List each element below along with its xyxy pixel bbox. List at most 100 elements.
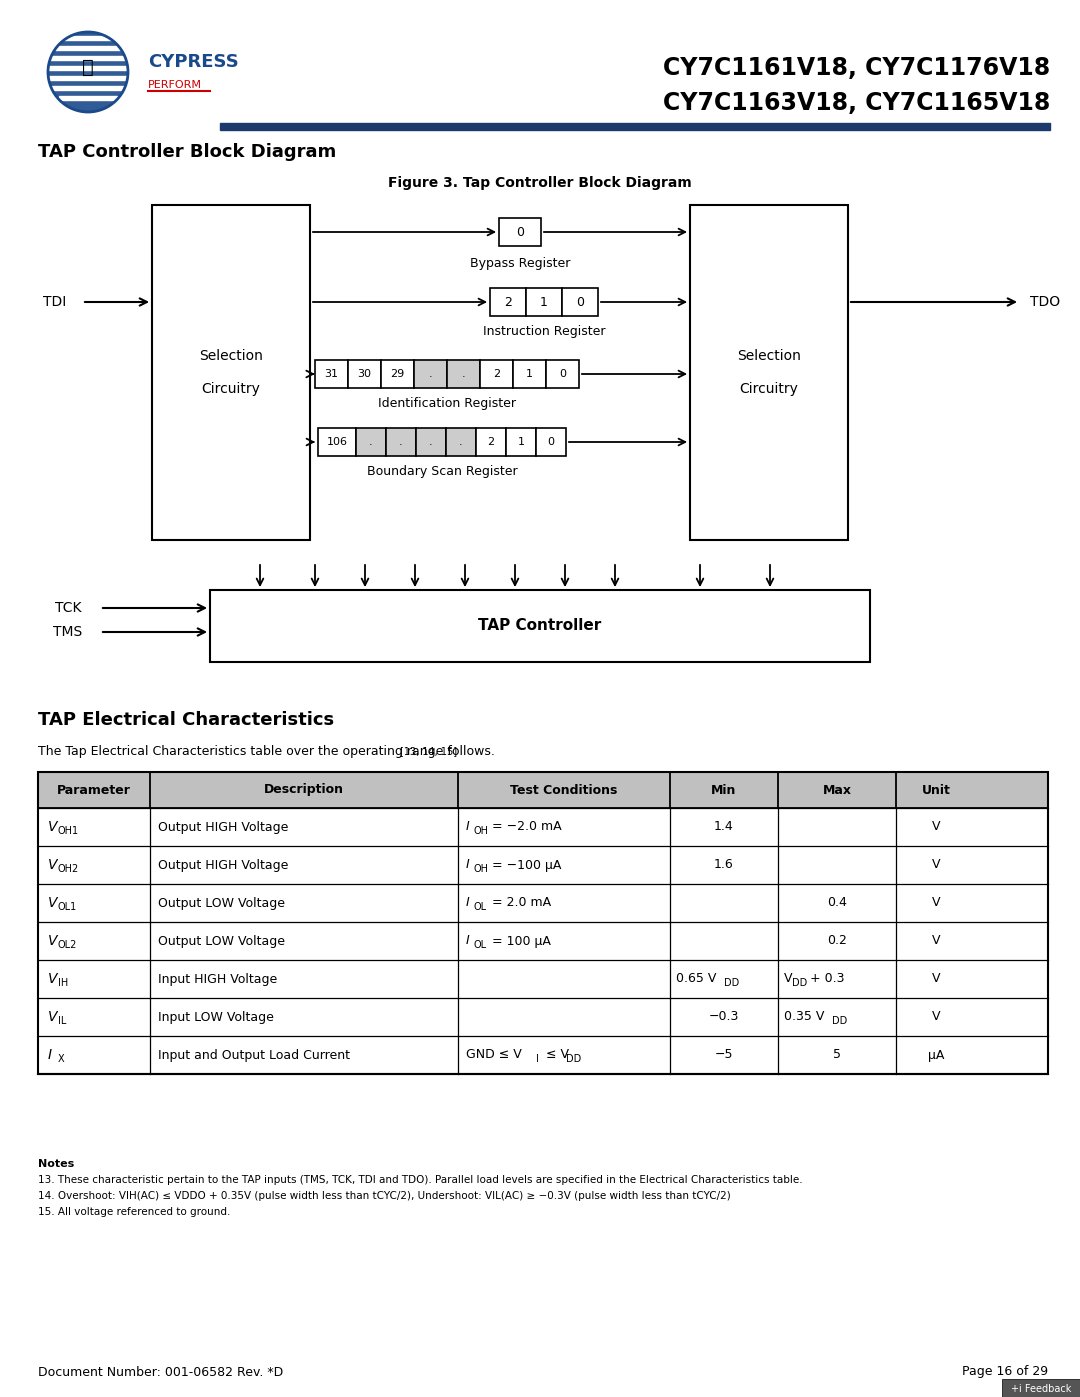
- Bar: [50, 56, 126, 60]
- Text: TAP Electrical Characteristics: TAP Electrical Characteristics: [38, 711, 334, 729]
- Text: 31: 31: [324, 369, 338, 379]
- Bar: [386, 427, 416, 455]
- Bar: [526, 288, 562, 316]
- Bar: [64, 36, 112, 41]
- Text: Selection: Selection: [199, 349, 262, 363]
- Text: CY7C1161V18, CY7C1176V18: CY7C1161V18, CY7C1176V18: [663, 56, 1050, 80]
- Text: Max: Max: [823, 784, 851, 796]
- Text: OL: OL: [474, 940, 487, 950]
- Text: .: .: [459, 437, 463, 447]
- Circle shape: [48, 32, 129, 112]
- Text: .: .: [400, 437, 403, 447]
- Text: Input and Output Load Current: Input and Output Load Current: [158, 1049, 350, 1062]
- Text: I: I: [465, 820, 470, 834]
- Bar: [490, 288, 526, 316]
- Text: 0.2: 0.2: [827, 935, 847, 947]
- Text: Input HIGH Voltage: Input HIGH Voltage: [158, 972, 278, 985]
- Text: 1: 1: [517, 437, 525, 447]
- Text: Document Number: 001-06582 Rev. *D: Document Number: 001-06582 Rev. *D: [38, 1365, 283, 1379]
- Text: Min: Min: [712, 784, 737, 796]
- Text: TAP Controller Block Diagram: TAP Controller Block Diagram: [38, 142, 336, 161]
- Bar: [1002, 1379, 1080, 1397]
- Bar: [507, 427, 536, 455]
- Text: OL1: OL1: [58, 902, 78, 912]
- Text: OH: OH: [474, 826, 489, 835]
- Text: μA: μA: [928, 1049, 944, 1062]
- Text: Parameter: Parameter: [57, 784, 131, 796]
- Text: V: V: [932, 820, 941, 834]
- Text: I: I: [536, 1053, 539, 1065]
- Bar: [414, 360, 447, 388]
- Text: Output LOW Voltage: Output LOW Voltage: [158, 935, 285, 947]
- Text: 30: 30: [357, 369, 372, 379]
- Text: DD: DD: [724, 978, 739, 988]
- Text: Description: Description: [264, 784, 345, 796]
- Text: TMS: TMS: [53, 624, 83, 638]
- Text: −5: −5: [715, 1049, 733, 1062]
- Text: I: I: [465, 897, 470, 909]
- Text: Input LOW Voltage: Input LOW Voltage: [158, 1010, 274, 1024]
- Bar: [210, 590, 870, 662]
- Text: 0: 0: [576, 296, 584, 309]
- Text: I: I: [48, 1048, 52, 1062]
- Bar: [480, 360, 513, 388]
- Text: V: V: [48, 1010, 57, 1024]
- Text: V: V: [48, 895, 57, 909]
- Text: 29: 29: [390, 369, 405, 379]
- Bar: [38, 922, 1048, 960]
- Text: Output HIGH Voltage: Output HIGH Voltage: [158, 859, 288, 872]
- Bar: [348, 360, 381, 388]
- Text: Circuitry: Circuitry: [202, 383, 260, 397]
- Bar: [536, 427, 566, 455]
- Bar: [446, 427, 476, 455]
- Text: Notes: Notes: [38, 1160, 75, 1169]
- Bar: [476, 427, 507, 455]
- Text: Selection: Selection: [737, 349, 801, 363]
- Bar: [38, 1037, 1048, 1074]
- Bar: [690, 205, 848, 541]
- Text: Circuitry: Circuitry: [740, 383, 798, 397]
- Text: DD: DD: [792, 978, 807, 988]
- Bar: [48, 66, 127, 70]
- Text: GND ≤ V: GND ≤ V: [465, 1049, 522, 1062]
- Text: DD: DD: [566, 1053, 581, 1065]
- Text: V: V: [932, 972, 941, 985]
- Text: IL: IL: [58, 1016, 66, 1025]
- Text: TDO: TDO: [1030, 295, 1061, 309]
- Text: TDI: TDI: [43, 295, 67, 309]
- Text: .: .: [429, 369, 432, 379]
- Text: Unit: Unit: [921, 784, 950, 796]
- Text: 1: 1: [526, 369, 534, 379]
- Text: X: X: [58, 1053, 65, 1065]
- Text: Test Conditions: Test Conditions: [511, 784, 618, 796]
- Text: OH: OH: [474, 863, 489, 875]
- Bar: [38, 773, 1048, 1074]
- Bar: [220, 123, 1050, 130]
- Text: .: .: [461, 369, 465, 379]
- Text: = 2.0 mA: = 2.0 mA: [488, 897, 551, 909]
- Text: 14. Overshoot: VIH(AC) ≤ VDDO + 0.35V (pulse width less than tCYC/2), Undershoot: 14. Overshoot: VIH(AC) ≤ VDDO + 0.35V (p…: [38, 1192, 731, 1201]
- Text: DD: DD: [832, 1016, 847, 1025]
- Text: 2: 2: [492, 369, 500, 379]
- Text: [13, 14, 15]: [13, 14, 15]: [400, 746, 457, 756]
- Text: CYPRESS: CYPRESS: [148, 53, 239, 71]
- Text: .: .: [369, 437, 373, 447]
- Text: V: V: [932, 897, 941, 909]
- Bar: [499, 218, 541, 246]
- Text: Boundary Scan Register: Boundary Scan Register: [367, 465, 517, 479]
- Text: 13. These characteristic pertain to the TAP inputs (TMS, TCK, TDI and TDO). Para: 13. These characteristic pertain to the …: [38, 1175, 802, 1185]
- Text: = −100 μA: = −100 μA: [488, 859, 562, 872]
- Text: Bypass Register: Bypass Register: [470, 257, 570, 271]
- Bar: [38, 773, 1048, 807]
- Text: Output HIGH Voltage: Output HIGH Voltage: [158, 820, 288, 834]
- Text: V: V: [48, 858, 57, 872]
- Text: 106: 106: [326, 437, 348, 447]
- Text: Identification Register: Identification Register: [378, 398, 516, 411]
- Bar: [38, 847, 1048, 884]
- Bar: [55, 46, 121, 50]
- Text: V: V: [48, 935, 57, 949]
- Text: 2: 2: [504, 296, 512, 309]
- Bar: [59, 96, 117, 101]
- Text: = 100 μA: = 100 μA: [488, 935, 551, 947]
- Bar: [381, 360, 414, 388]
